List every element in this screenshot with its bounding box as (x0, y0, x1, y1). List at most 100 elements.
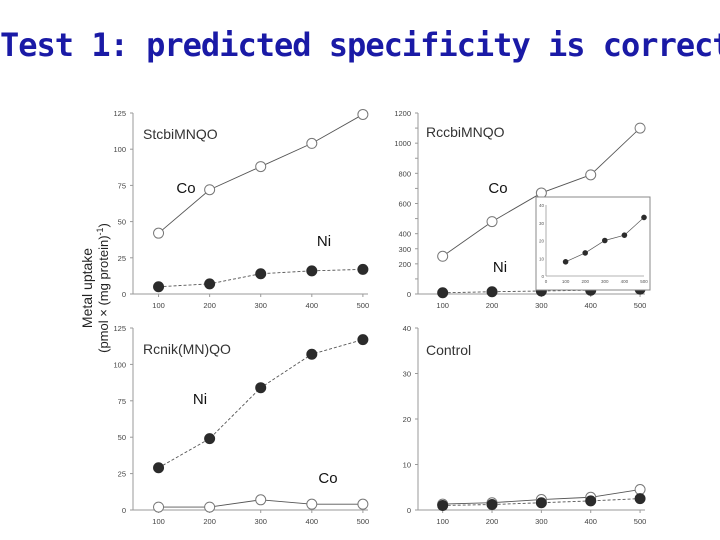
y-tick-label: 0 (407, 290, 411, 299)
inset-data-point (602, 237, 608, 244)
x-tick-label: 500 (357, 517, 370, 526)
series-line-ni (442, 498, 641, 506)
y-tick-label: 30 (403, 370, 411, 379)
x-tick-label: 200 (203, 517, 216, 526)
y-tick-label: 0 (122, 290, 126, 299)
y-tick-label: 0 (407, 506, 411, 515)
series-line-ni (158, 268, 363, 288)
data-point-co (634, 122, 646, 134)
data-point-ni (585, 495, 597, 507)
inset-frame (535, 196, 651, 291)
data-point-ni (204, 433, 216, 445)
x-tick-label: 200 (486, 517, 499, 526)
slide-title: Test 1: predicted specificity is correct (0, 26, 720, 64)
y-tick-label: 75 (118, 181, 126, 190)
inset-x-tick-label: 500 (640, 279, 648, 284)
data-point-co (535, 187, 547, 199)
x-tick-label: 400 (306, 301, 319, 310)
y-tick-label: 25 (118, 254, 126, 263)
inset-y-tick-label: 10 (539, 256, 545, 261)
y-tick-label: 50 (118, 433, 126, 442)
data-point-co (437, 250, 449, 262)
y-tick-label: 125 (113, 109, 126, 118)
inset-y-tick-label: 0 (541, 274, 544, 279)
data-point-ni (634, 493, 646, 505)
y-tick-label: 50 (118, 218, 126, 227)
data-point-co (306, 137, 318, 149)
series-line-ni (158, 339, 364, 469)
panel-bottom-left: 0 25 50 75 100 125 100 200 300 400 500 Rcnik(MN)QO N… (113, 324, 369, 526)
x-tick-label: 100 (152, 517, 165, 526)
annotation-ni: Ni (493, 259, 507, 276)
inset-data-point (621, 232, 628, 238)
data-point-co (306, 498, 318, 510)
annotation-co: Co (176, 180, 195, 197)
x-tick-label: 500 (634, 517, 647, 526)
data-point-ni (306, 265, 318, 277)
y-tick-label: 25 (118, 470, 126, 479)
inset-data-point (582, 250, 588, 256)
y-tick-label: 1200 (394, 109, 411, 118)
data-point-ni (153, 281, 165, 293)
inset-x-tick-label: 300 (601, 279, 609, 284)
y-tick-label: 800 (398, 169, 411, 178)
y-tick-label: 125 (113, 324, 126, 333)
data-point-co (486, 216, 498, 228)
x-tick-label: 300 (254, 517, 267, 526)
inset-x-tick-label: 0 (545, 279, 548, 284)
x-tick-label: 200 (486, 301, 499, 310)
inset-x-tick-label: 100 (562, 279, 570, 284)
x-tick-label: 300 (535, 517, 548, 526)
y-tick-label: 1000 (394, 139, 411, 148)
x-tick-label: 400 (584, 301, 597, 310)
data-point-co (357, 498, 369, 510)
data-point-ni (255, 268, 267, 280)
x-tick-label: 100 (152, 301, 165, 310)
data-point-co (153, 227, 165, 239)
y-tick-label: 20 (403, 415, 411, 424)
y-tick-label: 0 (122, 506, 126, 515)
data-point-co (585, 169, 597, 181)
y-tick-label: 100 (113, 145, 126, 154)
data-point-ni (535, 497, 547, 509)
panel-title: StcbiMNQO (143, 126, 218, 142)
data-point-ni (306, 348, 318, 360)
annotation-co: Co (488, 180, 507, 197)
data-point-co (153, 501, 165, 513)
y-tick-label: 300 (398, 245, 411, 254)
data-point-ni (486, 499, 498, 511)
annotation-co: Co (318, 470, 337, 487)
y-tick-label: 200 (398, 260, 411, 269)
inset-y-tick-label: 40 (539, 203, 545, 208)
x-tick-label: 100 (436, 301, 449, 310)
data-point-co (634, 484, 646, 496)
data-point-co (204, 184, 216, 196)
data-point-ni (357, 334, 369, 346)
x-tick-label: 100 (436, 517, 449, 526)
inset-y-tick-label: 20 (539, 239, 545, 244)
x-tick-label: 400 (306, 517, 319, 526)
panel-title: Control (426, 342, 471, 358)
data-point-co (357, 108, 369, 120)
data-point-ni (204, 278, 216, 290)
y-tick-label: 600 (398, 200, 411, 209)
x-tick-label: 500 (634, 301, 647, 310)
x-tick-label: 200 (203, 301, 216, 310)
series-line-ni (442, 288, 641, 294)
data-point-co (255, 161, 267, 173)
annotation-ni: Ni (317, 233, 331, 250)
inset-data-point (641, 214, 647, 221)
data-point-ni (255, 382, 267, 394)
inset-y-tick-label: 30 (539, 221, 545, 226)
y-tick-label: 400 (398, 230, 411, 239)
data-point-ni (437, 287, 449, 299)
panel-top-left: 0 25 50 75 100 125 100 200 300 400 500 StcbiMNQO Co N… (113, 108, 370, 310)
x-tick-label: 300 (254, 301, 267, 310)
inset-x-tick-label: 400 (621, 279, 629, 284)
data-point-ni (437, 499, 449, 511)
data-point-co (204, 501, 216, 513)
x-tick-label: 500 (357, 301, 370, 310)
